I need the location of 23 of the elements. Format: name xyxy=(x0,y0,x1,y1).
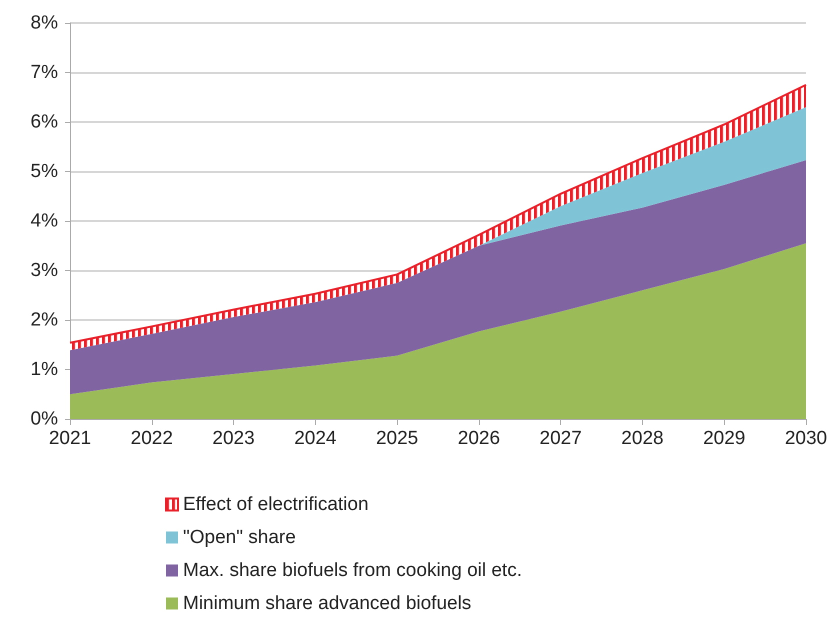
legend-label: Max. share biofuels from cooking oil etc. xyxy=(183,560,522,581)
y-tick-label: 1% xyxy=(30,359,58,380)
x-tick-label: 2026 xyxy=(458,428,500,449)
x-tick-label: 2021 xyxy=(48,428,92,449)
y-tick-label: 8% xyxy=(30,12,58,34)
x-tick-label: 2030 xyxy=(784,428,828,449)
y-tick-label: 4% xyxy=(30,210,58,232)
x-tick-label: 2022 xyxy=(130,428,173,449)
legend-label: Effect of electrification xyxy=(183,494,369,515)
x-tick-label: 2023 xyxy=(212,428,255,449)
x-tick-label: 2028 xyxy=(621,428,664,449)
legend-label: "Open" share xyxy=(183,527,296,548)
y-tick-label: 2% xyxy=(30,310,58,330)
x-tick-label: 2024 xyxy=(294,428,337,449)
y-tick-label: 5% xyxy=(30,161,58,182)
y-tick-label: 3% xyxy=(30,260,58,281)
x-tick-label: 2025 xyxy=(376,428,418,449)
x-tick-label: 2027 xyxy=(540,428,582,449)
y-tick-label: 0% xyxy=(30,408,58,430)
y-tick-label: 6% xyxy=(30,112,58,132)
legend-label: Minimum share advanced biofuels xyxy=(183,593,472,614)
y-tick-label: 7% xyxy=(30,62,58,83)
x-tick-label: 2029 xyxy=(703,428,746,449)
